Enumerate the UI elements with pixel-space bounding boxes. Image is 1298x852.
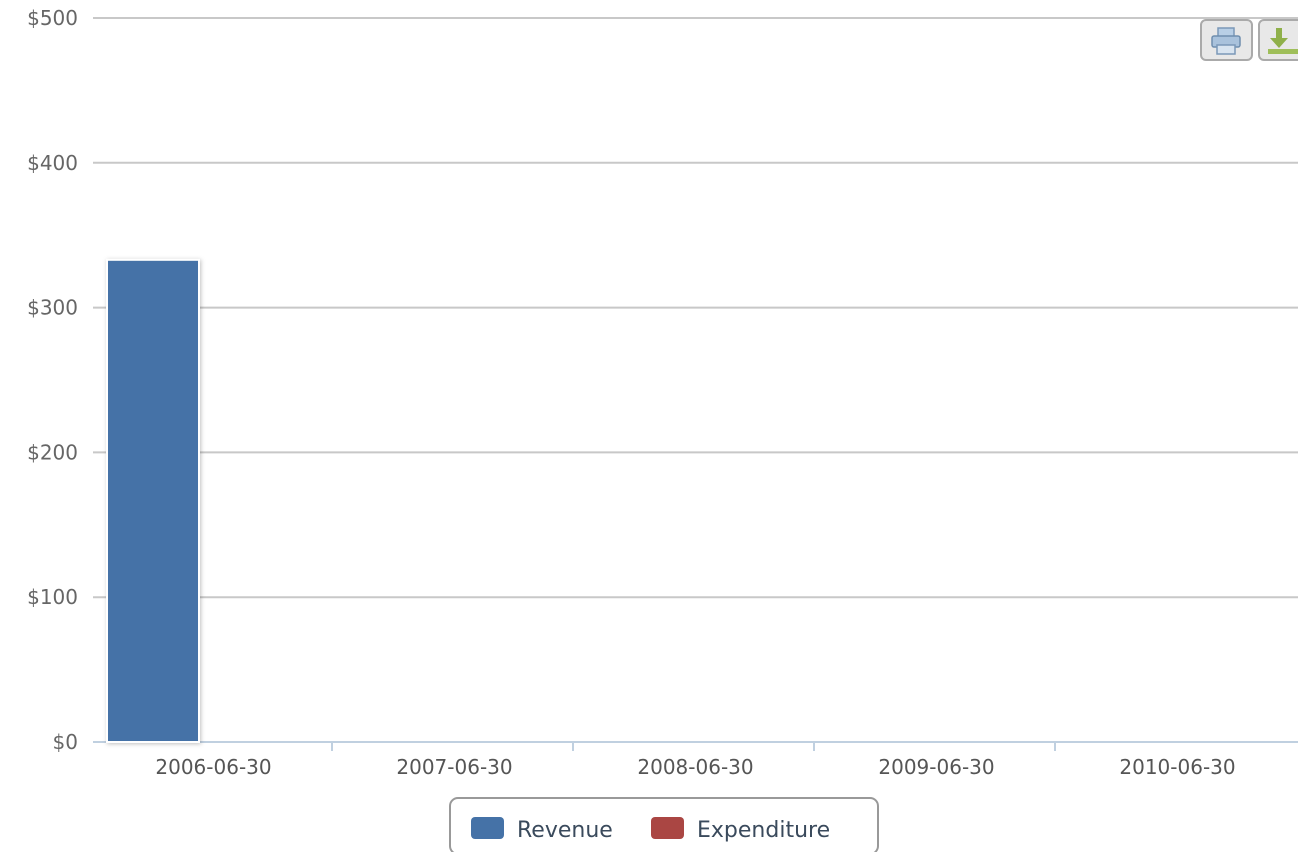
legend-item-revenue[interactable]: Revenue xyxy=(471,817,613,843)
x-tick-label: 2007-06-30 xyxy=(396,755,512,779)
legend: Revenue Expenditure xyxy=(449,797,879,852)
legend-item-expenditure[interactable]: Expenditure xyxy=(651,817,830,843)
bar-revenue-2006-06-30[interactable] xyxy=(106,258,200,743)
y-tick-label: $200 xyxy=(27,440,78,464)
y-tick-label: $400 xyxy=(27,151,78,175)
x-tick-label: 2009-06-30 xyxy=(878,755,994,779)
x-tick-label: 2010-06-30 xyxy=(1119,755,1235,779)
x-tick-label: 2006-06-30 xyxy=(155,755,271,779)
export-button[interactable] xyxy=(1258,19,1298,61)
y-tick-label: $100 xyxy=(27,585,78,609)
y-tick-label: $500 xyxy=(27,6,78,30)
download-icon xyxy=(1268,28,1298,54)
x-tick-label: 2008-06-30 xyxy=(637,755,753,779)
grid-lines xyxy=(93,17,1298,599)
bars xyxy=(106,258,200,743)
printer-icon xyxy=(1211,27,1241,55)
legend-label-expenditure: Expenditure xyxy=(697,818,830,843)
print-button[interactable] xyxy=(1200,19,1253,61)
legend-label-revenue: Revenue xyxy=(517,818,613,843)
y-tick-label: $0 xyxy=(53,730,78,754)
legend-swatch-expenditure xyxy=(651,817,684,839)
x-axis-ticks: 2006-06-30 2007-06-30 2008-06-30 2009-06-30… xyxy=(155,742,1236,779)
y-tick-label: $300 xyxy=(27,296,78,320)
y-axis-ticks: $0 $100 $200 $300 $400 $500 xyxy=(27,6,78,754)
legend-swatch-revenue xyxy=(471,817,504,839)
